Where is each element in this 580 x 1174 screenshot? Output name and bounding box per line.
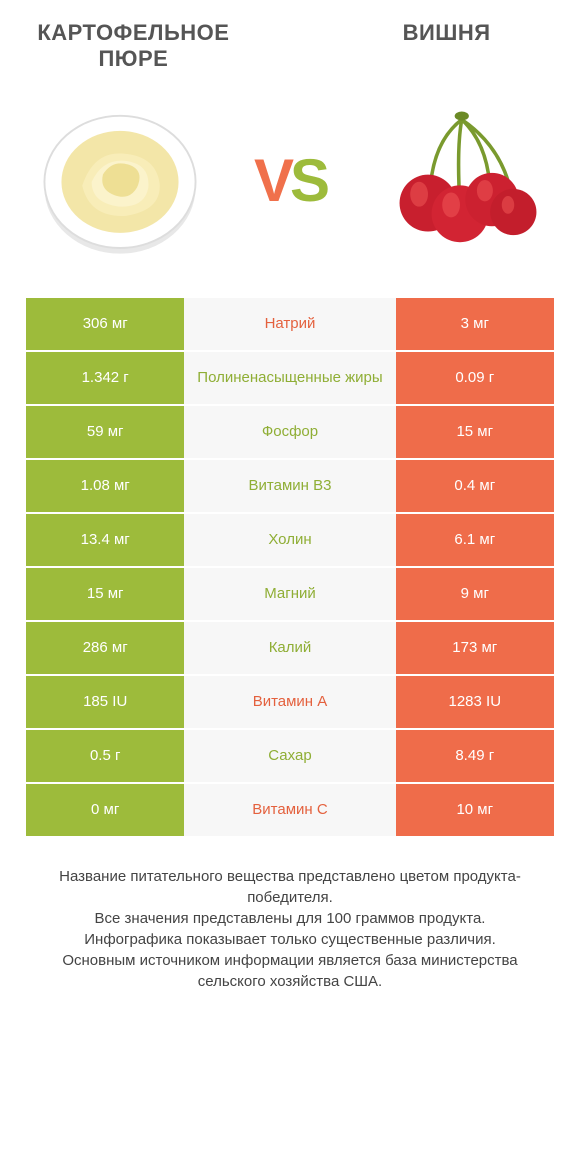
cell-right-value: 1283 IU xyxy=(396,676,554,728)
cell-left-value: 0.5 г xyxy=(26,730,184,782)
cell-left-value: 59 мг xyxy=(26,406,184,458)
cell-right-value: 0.4 мг xyxy=(396,460,554,512)
footnote-line: Основным источником информации является … xyxy=(36,950,544,992)
cell-nutrient-label: Полиненасыщенные жиры xyxy=(184,352,395,404)
footnote-line: Инфографика показывает только существенн… xyxy=(36,929,544,950)
cell-nutrient-label: Витамин B3 xyxy=(184,460,395,512)
table-row: 59 мгФосфор15 мг xyxy=(26,406,554,458)
footnote-text: Название питательного вещества представл… xyxy=(20,866,560,1012)
nutrient-table: 306 мгНатрий3 мг1.342 гПолиненасыщенные … xyxy=(26,298,554,836)
cell-left-value: 15 мг xyxy=(26,568,184,620)
cell-right-value: 15 мг xyxy=(396,406,554,458)
vs-s: S xyxy=(290,147,326,214)
cell-nutrient-label: Сахар xyxy=(184,730,395,782)
titles-row: КАРТОФЕЛЬНОЕ ПЮРЕ ВИШНЯ xyxy=(20,20,560,72)
cell-left-value: 286 мг xyxy=(26,622,184,674)
cell-nutrient-label: Магний xyxy=(184,568,395,620)
table-row: 15 мгМагний9 мг xyxy=(26,568,554,620)
cell-nutrient-label: Витамин C xyxy=(184,784,395,836)
cell-right-value: 8.49 г xyxy=(396,730,554,782)
vs-label: VS xyxy=(254,146,326,215)
infographic-container: КАРТОФЕЛЬНОЕ ПЮРЕ ВИШНЯ VS xyxy=(0,0,580,1012)
cell-left-value: 13.4 мг xyxy=(26,514,184,566)
table-row: 0.5 гСахар8.49 г xyxy=(26,730,554,782)
table-row: 286 мгКалий173 мг xyxy=(26,622,554,674)
cell-left-value: 1.08 мг xyxy=(26,460,184,512)
table-row: 306 мгНатрий3 мг xyxy=(26,298,554,350)
footnote-line: Все значения представлены для 100 граммо… xyxy=(36,908,544,929)
cell-nutrient-label: Натрий xyxy=(184,298,395,350)
title-right: ВИШНЯ xyxy=(333,20,560,46)
table-row: 1.08 мгВитамин B30.4 мг xyxy=(26,460,554,512)
table-row: 185 IUВитамин A1283 IU xyxy=(26,676,554,728)
footnote-line: Название питательного вещества представл… xyxy=(36,866,544,908)
cell-right-value: 6.1 мг xyxy=(396,514,554,566)
table-row: 1.342 гПолиненасыщенные жиры0.09 г xyxy=(26,352,554,404)
cell-right-value: 173 мг xyxy=(396,622,554,674)
table-row: 13.4 мгХолин6.1 мг xyxy=(26,514,554,566)
cell-nutrient-label: Калий xyxy=(184,622,395,674)
cell-right-value: 10 мг xyxy=(396,784,554,836)
vs-v: V xyxy=(254,147,290,214)
food-left-illustration xyxy=(30,90,210,270)
cell-left-value: 306 мг xyxy=(26,298,184,350)
cell-right-value: 9 мг xyxy=(396,568,554,620)
hero-row: VS xyxy=(30,90,550,270)
cell-nutrient-label: Фосфор xyxy=(184,406,395,458)
cell-left-value: 0 мг xyxy=(26,784,184,836)
cell-nutrient-label: Холин xyxy=(184,514,395,566)
title-left: КАРТОФЕЛЬНОЕ ПЮРЕ xyxy=(20,20,247,72)
cell-right-value: 3 мг xyxy=(396,298,554,350)
cell-right-value: 0.09 г xyxy=(396,352,554,404)
food-right-illustration xyxy=(370,90,550,270)
cell-left-value: 185 IU xyxy=(26,676,184,728)
cell-left-value: 1.342 г xyxy=(26,352,184,404)
cell-nutrient-label: Витамин A xyxy=(184,676,395,728)
table-row: 0 мгВитамин C10 мг xyxy=(26,784,554,836)
